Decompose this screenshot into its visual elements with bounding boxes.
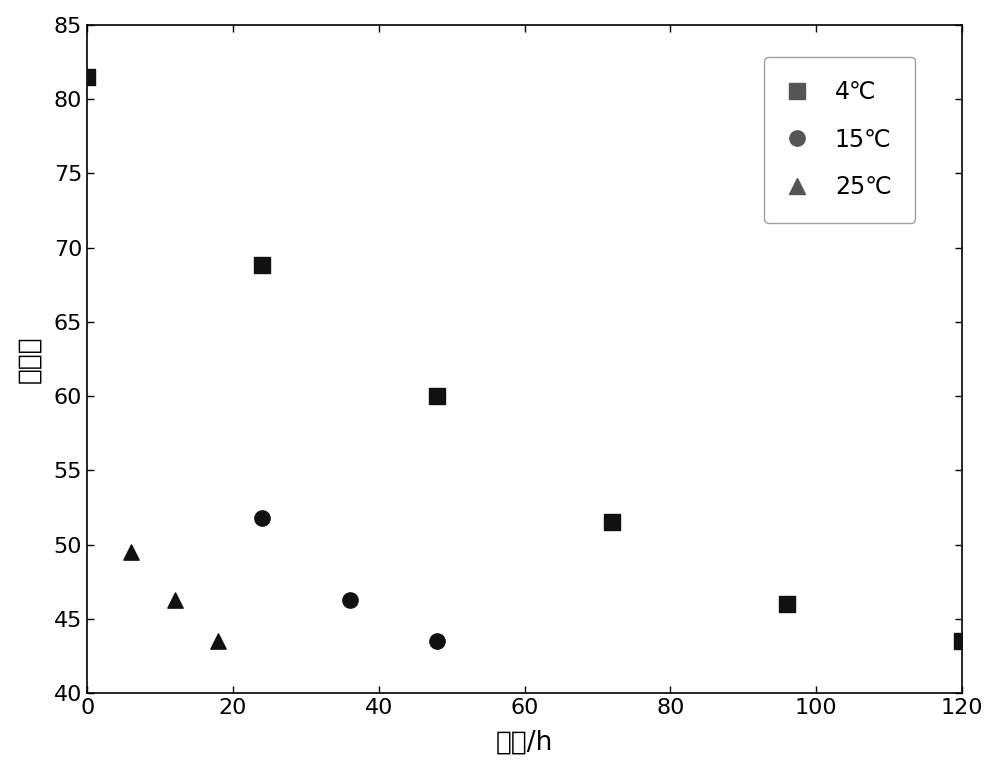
Point	[429, 635, 445, 648]
Point	[123, 546, 139, 558]
Point	[79, 70, 95, 83]
Point	[167, 594, 183, 606]
Point	[254, 259, 270, 272]
X-axis label: 时间/h: 时间/h	[496, 730, 553, 755]
Point	[210, 635, 226, 648]
Point	[604, 516, 620, 529]
Point	[79, 70, 95, 83]
Point	[254, 512, 270, 524]
Point	[342, 594, 358, 606]
Point	[79, 70, 95, 83]
Legend: 4℃, 15℃, 25℃: 4℃, 15℃, 25℃	[764, 56, 915, 223]
Point	[429, 390, 445, 402]
Point	[954, 635, 970, 648]
Y-axis label: 色差值: 色差值	[17, 335, 43, 383]
Point	[779, 598, 795, 611]
